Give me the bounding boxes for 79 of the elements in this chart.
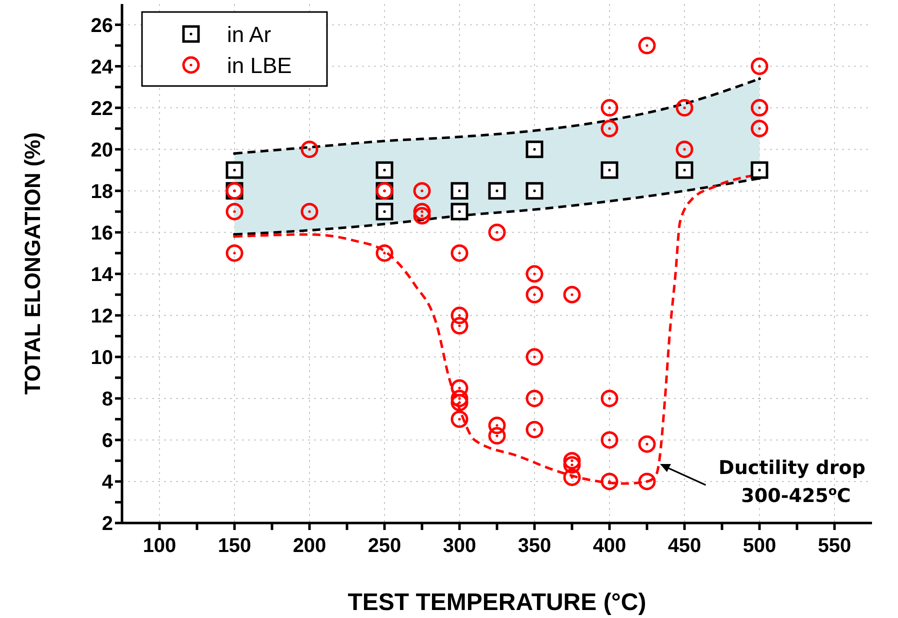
point (600, 472, 618, 490)
y-tick-label: 12 (90, 306, 113, 328)
y-tick-label: 8 (102, 388, 113, 411)
point (450, 306, 468, 324)
y-tick-label: 4 (102, 472, 114, 494)
point (600, 99, 618, 117)
point (300, 140, 318, 158)
point (526, 265, 544, 283)
point (563, 456, 581, 474)
x-tick-label: 400 (592, 535, 626, 558)
point (488, 416, 506, 434)
point (526, 140, 544, 158)
point (450, 317, 468, 335)
point (413, 202, 431, 220)
point (226, 202, 244, 220)
y-tick-label: 20 (90, 139, 113, 162)
annotation: Ductility drop 300-425$^{o}$C (718, 457, 866, 507)
point (750, 58, 768, 76)
point (638, 435, 656, 453)
y-tick-label: 14 (90, 264, 114, 286)
point (600, 431, 618, 449)
y-tick-label: 6 (102, 430, 113, 452)
point (413, 182, 431, 200)
x-tick-label: 100 (142, 535, 176, 558)
point (526, 348, 544, 366)
point (450, 390, 468, 408)
point (526, 286, 544, 304)
legend-label: in Ar (227, 22, 272, 47)
point (600, 120, 618, 138)
point (488, 182, 506, 200)
point (600, 161, 618, 179)
point (750, 120, 768, 138)
x-tick-label: 350 (518, 535, 552, 558)
point (676, 140, 694, 158)
x-tick-label: 500 (742, 535, 776, 558)
x-tick-label: 300 (442, 535, 476, 558)
y-tick-label: 16 (90, 222, 113, 244)
point (226, 244, 244, 262)
point (488, 224, 506, 242)
point (450, 394, 468, 412)
point (526, 182, 544, 200)
y-axis-title: TOTAL ELONGATION (%) (20, 132, 45, 395)
point (376, 202, 394, 220)
point (563, 468, 581, 486)
point (600, 390, 618, 408)
x-tick-label: 150 (218, 535, 252, 558)
point (638, 36, 656, 54)
point (638, 472, 656, 490)
y-tick-label: 24 (90, 56, 114, 78)
point (450, 182, 468, 200)
point (450, 410, 468, 428)
x-axis-title: TEST TEMPERATURE (°C) (348, 589, 646, 616)
point (676, 161, 694, 179)
point (526, 420, 544, 438)
point (750, 161, 768, 179)
point (413, 207, 431, 224)
y-tick-label: 10 (90, 347, 113, 370)
x-tick-label: 250 (368, 535, 402, 558)
point (450, 244, 468, 262)
x-tick-label: 450 (668, 535, 702, 558)
y-tick-label: 2 (102, 513, 113, 536)
point (676, 99, 694, 117)
x-tick-label: 550 (818, 535, 852, 558)
point (376, 244, 394, 262)
point (226, 161, 244, 179)
x-tick-label: 200 (292, 535, 326, 558)
point (563, 452, 581, 470)
point (750, 99, 768, 117)
point (450, 202, 468, 220)
y-tick-label: 22 (90, 98, 113, 120)
legend-label: in LBE (227, 53, 292, 78)
y-tick-label: 26 (90, 14, 113, 37)
point (526, 390, 544, 408)
point (488, 427, 506, 445)
y-tick-label: 18 (90, 180, 113, 203)
point (450, 379, 468, 397)
point (376, 161, 394, 179)
point (563, 286, 581, 304)
point (300, 202, 318, 220)
